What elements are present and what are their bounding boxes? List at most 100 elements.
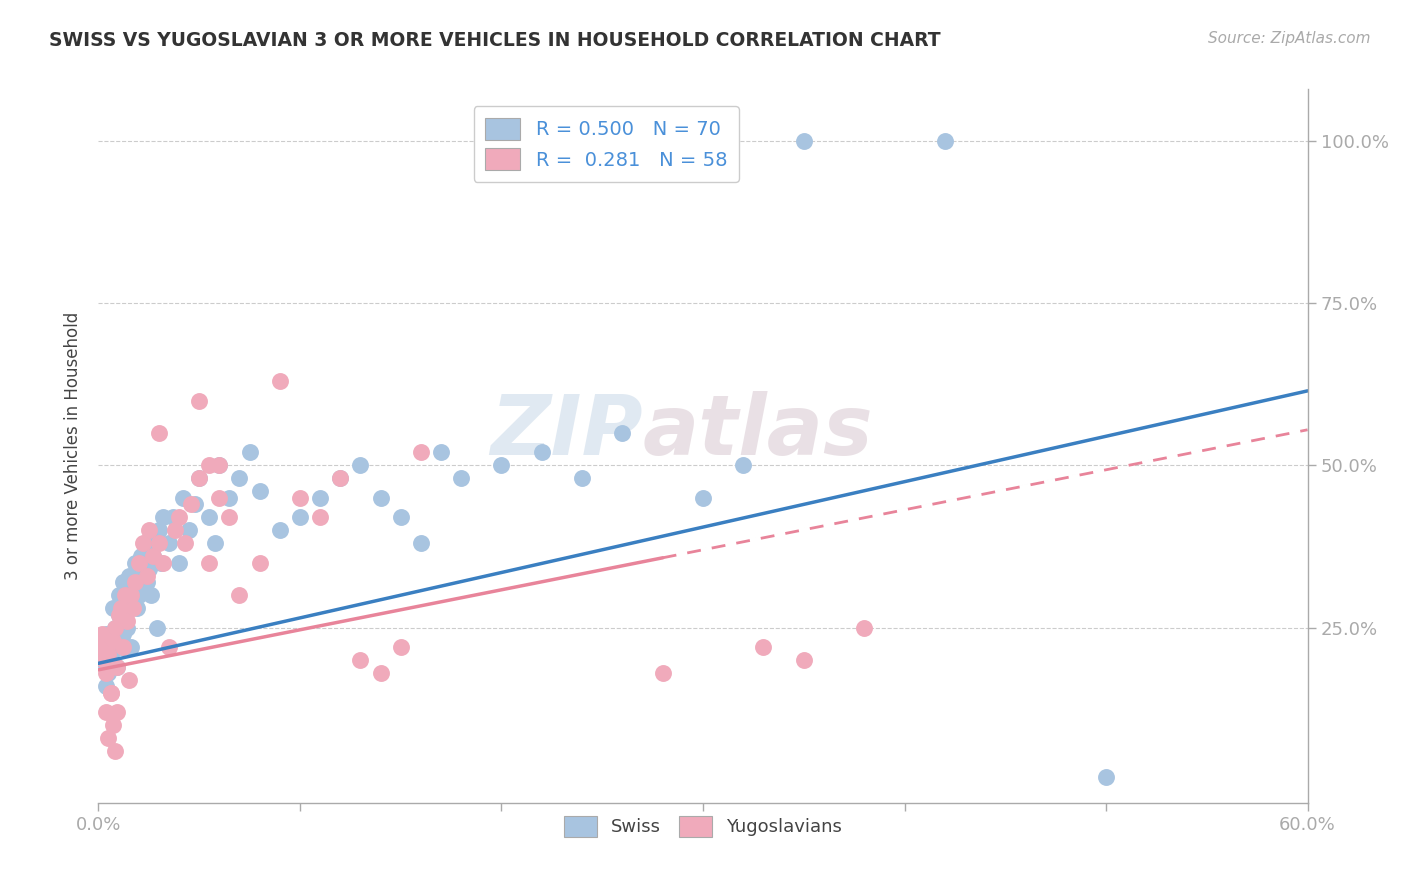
Point (114, 588, 136, 602)
Point (132, 568, 155, 582)
Point (96, 666, 118, 681)
Point (571, 471, 593, 485)
Point (138, 524, 160, 538)
Point (208, 458, 231, 473)
Point (143, 536, 166, 550)
Point (167, 510, 190, 524)
Point (105, 705, 128, 719)
Point (491, 458, 513, 473)
Point (179, 524, 201, 538)
Point (101, 633, 124, 648)
Point (107, 588, 129, 602)
Point (249, 484, 271, 499)
Point (124, 556, 146, 570)
Point (97, 647, 120, 661)
Point (269, 374, 291, 388)
Point (110, 640, 132, 654)
Point (105, 659, 128, 673)
Point (329, 471, 352, 485)
Point (121, 601, 143, 615)
Point (389, 640, 412, 654)
Point (138, 562, 160, 576)
Point (269, 524, 291, 538)
Point (118, 568, 141, 582)
Point (208, 458, 231, 473)
Point (110, 614, 132, 628)
Point (129, 549, 152, 564)
Point (100, 647, 122, 661)
Point (111, 627, 134, 641)
Point (118, 673, 141, 687)
Point (91, 627, 114, 641)
Point (132, 536, 155, 550)
Point (91, 653, 114, 667)
Point (93, 653, 115, 667)
Point (103, 744, 125, 758)
Text: ZIP: ZIP (489, 392, 643, 472)
Point (101, 601, 124, 615)
Point (198, 556, 221, 570)
Point (288, 510, 311, 524)
Point (149, 556, 172, 570)
Point (124, 575, 146, 590)
Point (309, 510, 332, 524)
Point (204, 536, 226, 550)
Point (111, 640, 134, 654)
Point (101, 718, 124, 732)
Point (752, 640, 775, 654)
Point (162, 510, 184, 524)
Point (111, 575, 134, 590)
Point (128, 588, 150, 602)
Point (152, 556, 174, 570)
Point (198, 458, 221, 473)
Point (934, 134, 956, 148)
Point (651, 666, 673, 681)
Point (530, 445, 553, 459)
Point (409, 445, 432, 459)
Point (172, 491, 194, 505)
Legend: Swiss, Yugoslavians: Swiss, Yugoslavians (557, 808, 849, 844)
Point (612, 425, 634, 440)
Point (853, 621, 876, 635)
Point (115, 614, 138, 628)
Point (349, 458, 371, 473)
Point (370, 491, 392, 505)
Point (148, 425, 170, 440)
Point (389, 510, 412, 524)
Point (103, 621, 125, 635)
Point (96, 705, 118, 719)
Point (142, 549, 165, 564)
Point (450, 471, 472, 485)
Text: Source: ZipAtlas.com: Source: ZipAtlas.com (1208, 31, 1371, 46)
Point (146, 621, 169, 635)
Point (430, 445, 453, 459)
Point (228, 471, 250, 485)
Point (139, 588, 162, 602)
Point (89, 640, 111, 654)
Point (184, 497, 207, 511)
Point (349, 653, 371, 667)
Point (167, 556, 190, 570)
Point (793, 134, 815, 148)
Point (249, 556, 271, 570)
Point (100, 685, 122, 699)
Point (370, 666, 392, 681)
Point (115, 621, 138, 635)
Point (121, 575, 143, 590)
Point (120, 640, 142, 654)
Point (309, 491, 332, 505)
Point (692, 491, 714, 505)
Point (110, 601, 132, 615)
Point (135, 568, 157, 582)
Point (208, 491, 231, 505)
Point (239, 445, 262, 459)
Point (96, 679, 118, 693)
Point (174, 536, 197, 550)
Point (105, 659, 128, 673)
Point (107, 607, 129, 622)
Point (118, 588, 141, 602)
Point (97, 731, 120, 745)
Point (188, 393, 211, 408)
Point (128, 556, 150, 570)
Point (107, 607, 129, 622)
